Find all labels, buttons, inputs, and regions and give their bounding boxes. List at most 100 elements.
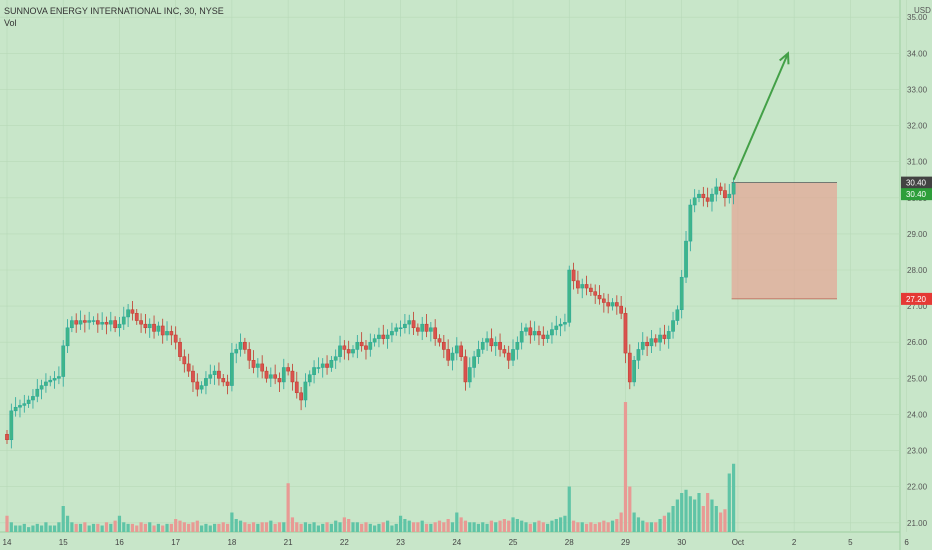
volume-bar (498, 520, 502, 532)
volume-bar (347, 519, 351, 532)
volume-bar (135, 525, 139, 532)
volume-bar (386, 520, 390, 532)
price-axis[interactable]: USD 21.0022.0023.0024.0025.0026.0027.002… (907, 6, 931, 528)
stop-loss-zone[interactable] (731, 182, 837, 300)
candle-body (307, 374, 312, 383)
candle-body (74, 320, 79, 325)
candle-body (277, 378, 282, 383)
price-tick-label: 25.00 (907, 374, 928, 383)
candle-body (627, 352, 632, 383)
volume-bar (27, 527, 31, 532)
volume-bar (299, 523, 303, 532)
candle-body (476, 349, 481, 357)
volume-bar (714, 506, 718, 532)
candle-body (727, 193, 732, 199)
candle-body (359, 341, 364, 347)
volume-bar (719, 512, 723, 532)
volume-bar (433, 522, 437, 532)
candle-body (364, 345, 368, 350)
candle-body (31, 396, 35, 401)
volume-bar (282, 522, 286, 532)
volume-bar (165, 523, 169, 532)
volume-bar (130, 523, 135, 532)
volume-bar (727, 473, 731, 532)
volume-bar (290, 517, 295, 532)
time-tick-label: 14 (3, 538, 12, 547)
price-tick-label: 24.00 (907, 410, 928, 419)
volume-bar (5, 515, 9, 532)
candle-body (113, 320, 117, 329)
candle-body (199, 385, 204, 390)
candle-body (5, 434, 9, 440)
volume-bar (554, 519, 558, 532)
candle-body (519, 331, 524, 343)
candle-body (264, 370, 269, 379)
volume-bar (658, 519, 662, 532)
candle-body (697, 193, 701, 199)
chart-grid (0, 0, 907, 550)
candle-body (91, 320, 96, 322)
candle-body (260, 363, 265, 372)
price-tick-label: 33.00 (907, 85, 928, 94)
volume-bar (295, 522, 299, 532)
volume-bar (312, 522, 316, 532)
candle-body (9, 410, 14, 440)
price-tick-label: 21.00 (907, 519, 928, 528)
candle-body (658, 334, 662, 343)
volume-bar (277, 522, 282, 532)
price-tag-box (901, 188, 932, 201)
candle-body (649, 338, 654, 347)
price-tick-label: 26.00 (907, 338, 928, 347)
volume-bar (468, 522, 472, 532)
volume-bar (191, 522, 195, 532)
volume-bar (593, 523, 597, 532)
volume-bar (606, 522, 610, 532)
price-tick-label: 23.00 (907, 447, 928, 456)
time-tick-label: Oct (732, 538, 745, 547)
candle-body (377, 334, 381, 339)
candle-body (485, 338, 489, 343)
candle-body (286, 367, 290, 372)
volume-bar (524, 522, 528, 532)
volume-bar (511, 517, 515, 532)
volume-bar (139, 522, 143, 532)
volume-bar (148, 522, 152, 532)
candle-body (61, 345, 66, 377)
volume-bar (169, 523, 173, 532)
symbol-title: SUNNOVA ENERGY INTERNATIONAL INC, 30, NY… (4, 6, 224, 16)
volume-bar (442, 522, 446, 532)
stop-zone-fill (731, 182, 837, 299)
volume-bar (303, 522, 308, 532)
projection-arrow[interactable] (732, 51, 790, 181)
price-tag-label: 30.40 (906, 190, 927, 199)
volume-bar (684, 489, 688, 532)
candle-body (614, 302, 619, 307)
candle-body (139, 320, 143, 325)
volume-bar (667, 512, 671, 532)
candle-body (204, 378, 208, 386)
candle-body (329, 360, 334, 368)
time-axis[interactable]: 14 15 16 17 18 21 22 23 24 25 28 29 30 Oct 2 5 6 (3, 538, 910, 547)
volume-bar (286, 483, 290, 532)
volume-bar (35, 523, 39, 532)
candle-body (602, 298, 606, 303)
candle-body (675, 309, 680, 321)
candle-body (95, 320, 100, 325)
candle-body (550, 329, 554, 336)
time-tick-label: 24 (452, 538, 461, 547)
candle-body (100, 322, 105, 325)
volume-bar (377, 523, 381, 532)
volume-bar (87, 525, 91, 532)
candle-body (70, 320, 74, 329)
volume-bar (91, 523, 96, 532)
price-tag-label: 27.20 (906, 295, 927, 304)
volume-bar (269, 520, 273, 532)
candle-body (147, 323, 152, 329)
candle-body (610, 302, 615, 307)
volume-bar (104, 522, 109, 532)
candle-body (489, 338, 494, 347)
volume-bar (455, 512, 459, 532)
candle-body (437, 338, 442, 343)
volume-bar (57, 522, 61, 532)
